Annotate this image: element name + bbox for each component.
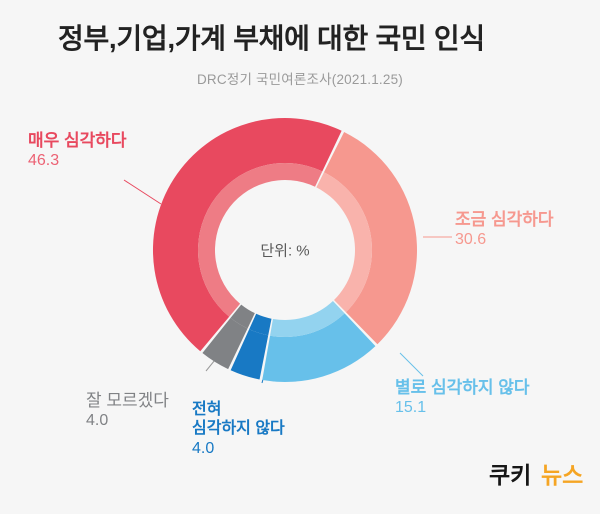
svg-text:뉴스: 뉴스 — [541, 463, 583, 488]
svg-text:쿠키: 쿠키 — [489, 463, 531, 488]
